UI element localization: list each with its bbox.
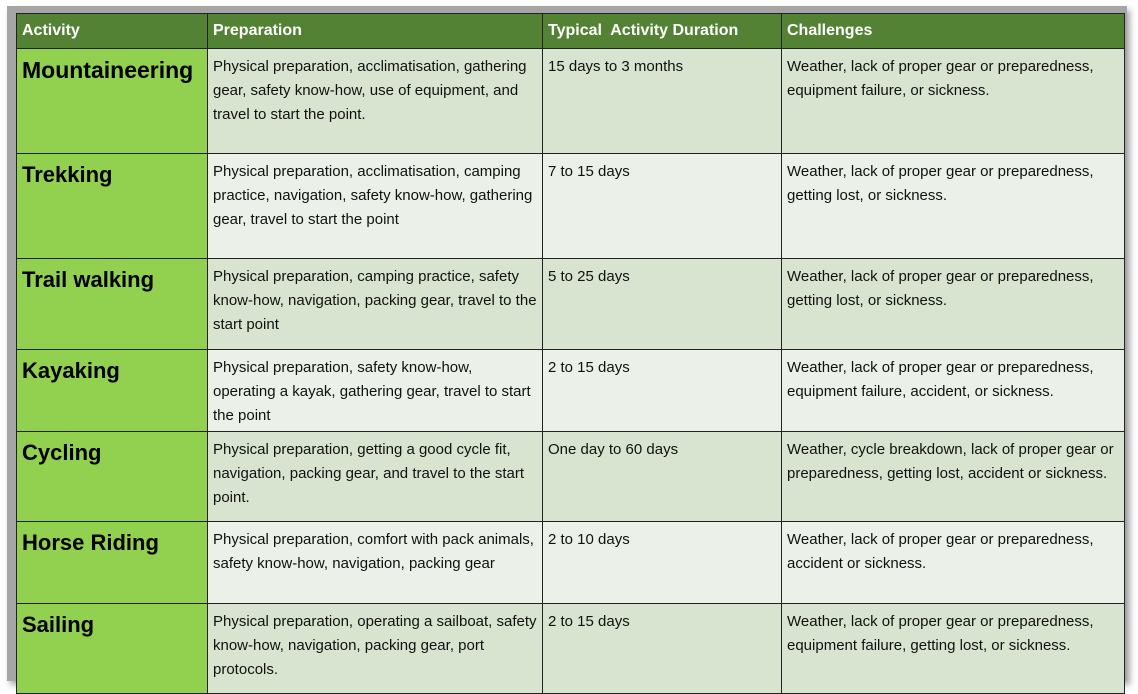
duration-cell: 2 to 15 days [542,603,782,694]
header-row: Activity Preparation Typical Activity Du… [16,13,1125,49]
header-duration: Typical Activity Duration [542,13,782,49]
table-row: Trail walking Physical preparation, campi… [16,258,1125,350]
activity-cell: Sailing [16,603,208,694]
activity-cell: Cycling [16,431,208,522]
challenges-cell: Weather, lack of proper gear or prepared… [781,48,1125,154]
table-row: Trekking Physical preparation, acclimatis… [16,153,1125,259]
activity-cell: Trekking [16,153,208,259]
header-challenges: Challenges [781,13,1125,49]
preparation-cell: Physical preparation, comfort with pack … [207,521,543,604]
table-row: Sailing Physical preparation, operating a… [16,603,1125,694]
activity-cell: Mountaineering [16,48,208,154]
table-row: Mountaineering Physical preparation, accl… [16,48,1125,154]
activities-table: Activity Preparation Typical Activity Du… [16,13,1125,694]
duration-cell: 5 to 25 days [542,258,782,350]
duration-cell: 2 to 10 days [542,521,782,604]
challenges-cell: Weather, lack of proper gear or prepared… [781,349,1125,432]
preparation-cell: Physical preparation, camping practice, … [207,258,543,350]
duration-cell: 7 to 15 days [542,153,782,259]
preparation-cell: Physical preparation, acclimatisation, g… [207,48,543,154]
challenges-cell: Weather, cycle breakdown, lack of proper… [781,431,1125,522]
duration-cell: 2 to 15 days [542,349,782,432]
activity-cell: Horse Riding [16,521,208,604]
header-preparation: Preparation [207,13,543,49]
challenges-cell: Weather, lack of proper gear or prepared… [781,603,1125,694]
table-row: Kayaking Physical preparation, safety kno… [16,349,1125,432]
table-row: Cycling Physical preparation, getting a g… [16,431,1125,522]
duration-cell: 15 days to 3 months [542,48,782,154]
challenges-cell: Weather, lack of proper gear or prepared… [781,153,1125,259]
duration-cell: One day to 60 days [542,431,782,522]
preparation-cell: Physical preparation, acclimatisation, c… [207,153,543,259]
activity-cell: Kayaking [16,349,208,432]
activity-cell: Trail walking [16,258,208,350]
table-row: Horse Riding Physical preparation, comfor… [16,521,1125,604]
challenges-cell: Weather, lack of proper gear or prepared… [781,521,1125,604]
preparation-cell: Physical preparation, getting a good cyc… [207,431,543,522]
header-activity: Activity [16,13,208,49]
preparation-cell: Physical preparation, safety know-how, o… [207,349,543,432]
preparation-cell: Physical preparation, operating a sailbo… [207,603,543,694]
challenges-cell: Weather, lack of proper gear or prepared… [781,258,1125,350]
